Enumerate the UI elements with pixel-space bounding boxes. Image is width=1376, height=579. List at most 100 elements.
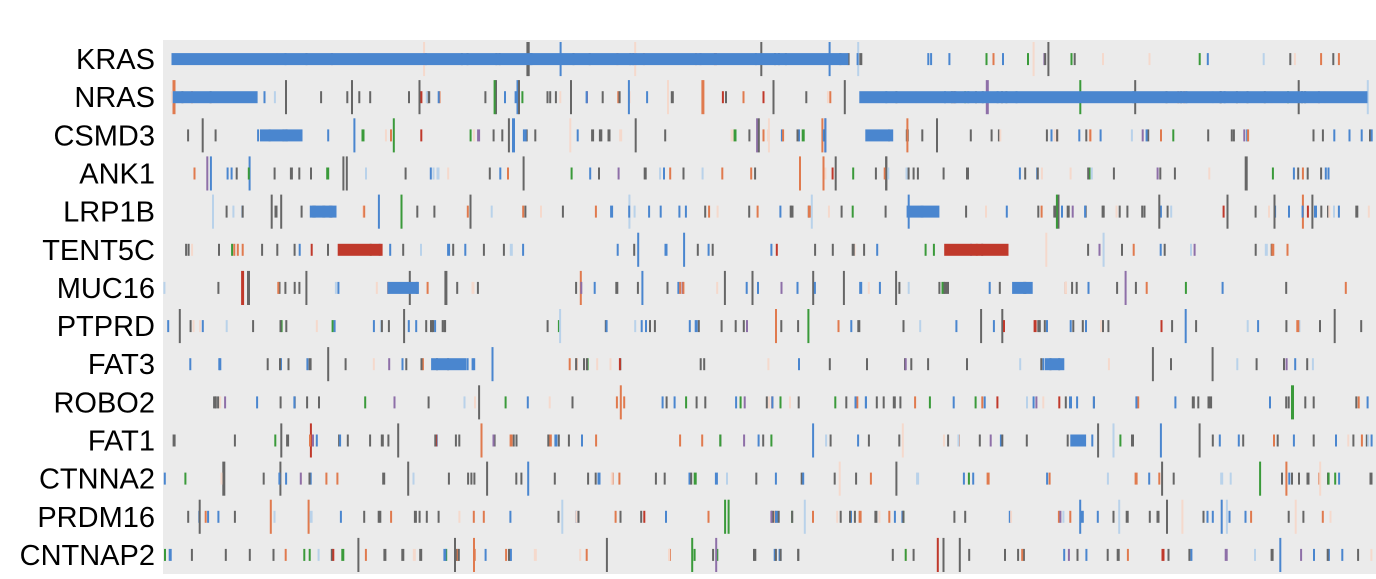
mutation-tick — [1341, 548, 1344, 561]
mutation-tick — [298, 281, 301, 294]
mutation-tick — [252, 320, 255, 333]
mutation-tick — [1211, 434, 1214, 447]
mutation-tick — [1244, 510, 1247, 523]
mutation-tick — [1211, 347, 1214, 382]
mutation-tick — [514, 91, 517, 104]
mutation-tick — [280, 194, 283, 229]
mutation-tick — [875, 396, 878, 409]
mutation-tick — [1334, 472, 1337, 485]
mutation-tick — [1220, 499, 1223, 534]
mutation-tick — [980, 309, 983, 344]
mutation-tick — [596, 358, 599, 371]
mutation-tick — [1026, 396, 1028, 409]
mutation-tick — [829, 434, 832, 447]
mutation-tick — [456, 281, 459, 294]
mutation-tick — [653, 320, 656, 333]
mutation-tick — [1158, 472, 1161, 485]
mutation-tick — [443, 548, 447, 561]
mutation-tick — [337, 281, 340, 294]
mutation-tick — [669, 167, 672, 180]
mutation-tick — [1259, 461, 1262, 496]
mutation-tick — [289, 167, 293, 180]
mutation-bar-lrp1b — [906, 205, 940, 218]
mutation-tick — [932, 243, 935, 256]
mutation-tick — [665, 396, 668, 409]
mutation-tick — [716, 205, 719, 218]
mutation-tick — [1281, 472, 1283, 485]
mutation-tick — [887, 167, 890, 180]
mutation-tick — [315, 434, 318, 447]
mutation-tick — [810, 194, 813, 229]
gene-label-muc16: MUC16 — [57, 273, 155, 305]
mutation-tick — [455, 548, 458, 561]
mutation-tick — [1190, 243, 1192, 256]
mutation-tick — [1254, 548, 1256, 561]
mutation-bar-kras — [171, 53, 849, 66]
mutation-tick — [1008, 510, 1011, 523]
mutation-tick — [1137, 396, 1140, 409]
mutation-tick — [607, 129, 611, 142]
mutation-tick — [447, 472, 450, 485]
mutation-tick — [719, 434, 722, 447]
mutation-tick — [882, 396, 885, 409]
mutation-tick — [1328, 205, 1331, 218]
mutation-tick — [770, 510, 773, 523]
mutation-tick — [217, 396, 220, 409]
mutation-tick — [231, 243, 234, 256]
mutation-tick — [989, 434, 992, 447]
mutation-tick — [1158, 194, 1161, 229]
mutation-tick — [851, 205, 854, 218]
mutation-tick — [634, 320, 637, 333]
mutation-tick — [1036, 167, 1039, 180]
mutation-tick — [1270, 548, 1274, 561]
mutation-tick — [724, 499, 727, 534]
mutation-tick — [334, 281, 337, 294]
mutation-tick — [1321, 510, 1324, 523]
mutation-tick — [248, 548, 251, 561]
mutation-tick — [610, 472, 613, 485]
mutation-tick — [420, 91, 423, 104]
mutation-tick — [430, 320, 433, 333]
mutation-tick — [587, 472, 590, 485]
mutation-tick — [273, 510, 276, 523]
mutation-tick — [1159, 167, 1162, 180]
mutation-tick — [734, 320, 737, 333]
mutation-tick — [1184, 281, 1187, 294]
mutation-tick — [1197, 396, 1200, 409]
mutation-tick — [1163, 243, 1166, 256]
mutation-tick — [757, 118, 760, 153]
mutation-tick — [1119, 434, 1122, 447]
mutation-tick — [992, 53, 995, 66]
mutation-tick — [441, 320, 444, 333]
mutation-tick — [727, 499, 730, 534]
mutation-tick — [1276, 434, 1279, 447]
mutation-tick — [798, 129, 800, 142]
mutation-tick — [637, 232, 640, 267]
mutation-tick — [467, 472, 470, 485]
mutation-tick — [1126, 548, 1129, 561]
mutation-tick — [1369, 129, 1371, 142]
mutation-tick — [774, 548, 777, 561]
mutation-tick — [274, 434, 277, 447]
mutation-tick — [1091, 434, 1094, 447]
mutation-tick — [300, 205, 303, 218]
mutation-tick — [1025, 434, 1028, 447]
gene-labels: KRAS NRAS CSMD3 ANK1 LRP1B TENT5C MUC16 PTPRD FA… — [20, 44, 155, 572]
mutation-tick — [1292, 434, 1295, 447]
mutation-tick — [999, 129, 1002, 142]
mutation-tick — [782, 129, 785, 142]
mutation-tick — [426, 281, 429, 294]
mutation-tick — [762, 434, 765, 447]
mutation-tick — [369, 434, 372, 447]
mutation-tick — [389, 243, 392, 256]
mutation-tick — [797, 320, 800, 333]
mutation-tick — [1076, 548, 1079, 561]
mutation-tick — [594, 205, 597, 218]
mutation-tick — [327, 129, 330, 142]
mutation-tick — [885, 156, 888, 191]
mutation-tick — [420, 129, 423, 142]
mutation-tick — [730, 129, 734, 142]
mutation-tick — [339, 510, 342, 523]
mutation-tick — [379, 510, 382, 523]
mutation-tick — [1057, 194, 1060, 229]
